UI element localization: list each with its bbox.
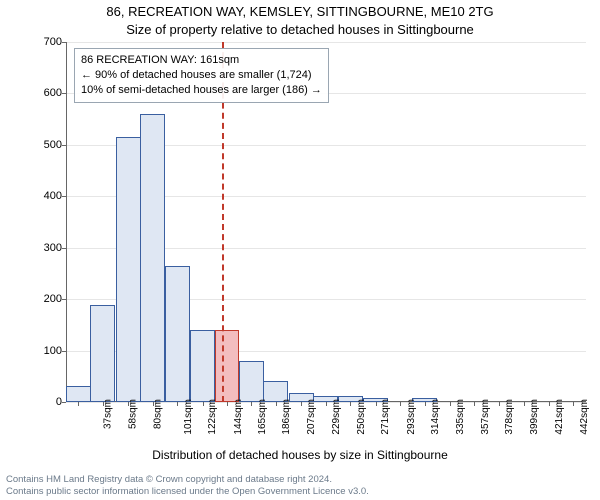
x-tick-label: 250sqm — [356, 399, 367, 435]
footer-line2: Contains public sector information licen… — [6, 486, 369, 498]
histogram-bar — [90, 305, 115, 402]
y-tick-label: 500 — [32, 139, 62, 151]
x-tick-label: 229sqm — [332, 399, 343, 435]
y-tick-label: 600 — [32, 87, 62, 99]
x-axis-label: Distribution of detached houses by size … — [0, 448, 600, 462]
y-axis-line — [66, 42, 67, 402]
y-tick-label: 0 — [32, 396, 62, 408]
x-tick-label: 271sqm — [380, 399, 391, 435]
chart-title-line1: 86, RECREATION WAY, KEMSLEY, SITTINGBOUR… — [0, 4, 600, 19]
histogram-bar — [190, 330, 215, 402]
x-tick-label: 335sqm — [455, 399, 466, 435]
attribution-footer: Contains HM Land Registry data © Crown c… — [6, 474, 369, 498]
annotation-box: 86 RECREATION WAY: 161sqm ← 90% of detac… — [74, 48, 329, 103]
x-tick-label: 144sqm — [233, 399, 244, 435]
footer-line1: Contains HM Land Registry data © Crown c… — [6, 474, 369, 486]
x-tick-label: 314sqm — [430, 399, 441, 435]
x-tick-mark — [450, 402, 451, 406]
annotation-line3: 10% of semi-detached houses are larger (… — [81, 83, 322, 98]
x-tick-label: 378sqm — [505, 399, 516, 435]
annotation-line2: ← 90% of detached houses are smaller (1,… — [81, 68, 322, 83]
x-tick-mark — [227, 402, 228, 406]
x-tick-mark — [350, 402, 351, 406]
x-tick-mark — [474, 402, 475, 406]
y-tick-label: 200 — [32, 293, 62, 305]
x-tick-mark — [251, 402, 252, 406]
x-tick-mark — [177, 402, 178, 406]
chart-title-line2: Size of property relative to detached ho… — [0, 22, 600, 37]
x-tick-label: 37sqm — [103, 399, 114, 429]
x-tick-mark — [103, 402, 104, 406]
histogram-bar — [215, 330, 240, 402]
x-tick-label: 165sqm — [257, 399, 268, 435]
histogram-bar — [165, 266, 190, 402]
y-tick-label: 700 — [32, 36, 62, 48]
x-tick-mark — [573, 402, 574, 406]
annotation-line1: 86 RECREATION WAY: 161sqm — [81, 53, 322, 68]
histogram-bar — [66, 386, 91, 402]
x-tick-label: 101sqm — [183, 399, 194, 435]
y-tick-mark — [62, 402, 66, 403]
x-tick-label: 421sqm — [555, 399, 566, 435]
x-tick-label: 442sqm — [579, 399, 590, 435]
x-tick-mark — [78, 402, 79, 406]
x-tick-mark — [549, 402, 550, 406]
x-tick-mark — [425, 402, 426, 406]
histogram-bar — [239, 361, 264, 402]
x-tick-mark — [326, 402, 327, 406]
x-tick-label: 293sqm — [406, 399, 417, 435]
y-tick-label: 400 — [32, 190, 62, 202]
x-tick-mark — [301, 402, 302, 406]
y-tick-label: 300 — [32, 242, 62, 254]
x-tick-mark — [203, 402, 204, 406]
gridline — [66, 42, 586, 43]
plot-area: 010020030040050060070037sqm58sqm80sqm101… — [66, 42, 586, 402]
x-tick-label: 186sqm — [282, 399, 293, 435]
x-tick-mark — [128, 402, 129, 406]
x-tick-mark — [499, 402, 500, 406]
x-tick-label: 122sqm — [207, 399, 218, 435]
x-tick-label: 207sqm — [306, 399, 317, 435]
x-tick-mark — [276, 402, 277, 406]
x-tick-label: 80sqm — [153, 399, 164, 429]
x-tick-mark — [400, 402, 401, 406]
x-tick-mark — [376, 402, 377, 406]
y-tick-label: 100 — [32, 345, 62, 357]
x-tick-mark — [524, 402, 525, 406]
histogram-bar — [140, 114, 165, 402]
histogram-bar — [116, 137, 141, 402]
x-tick-label: 399sqm — [529, 399, 540, 435]
x-tick-mark — [153, 402, 154, 406]
x-tick-label: 357sqm — [480, 399, 491, 435]
